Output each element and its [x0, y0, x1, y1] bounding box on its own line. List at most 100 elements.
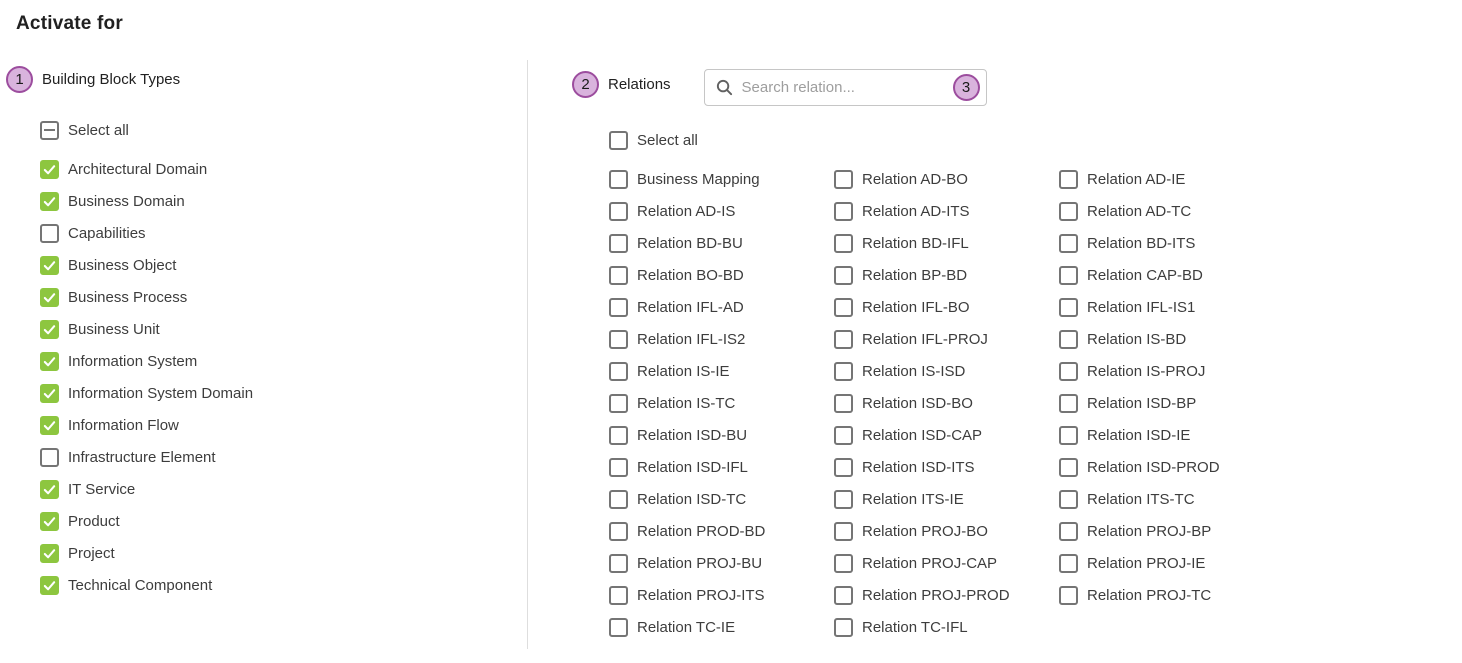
relation-item[interactable]: Relation IFL-IS1	[1059, 291, 1284, 323]
relation-item[interactable]: Relation IFL-IS2	[609, 323, 834, 355]
relation-item[interactable]: Relation PROJ-CAP	[834, 547, 1059, 579]
relation-checkbox[interactable]	[1059, 585, 1078, 605]
relation-checkbox[interactable]	[1059, 553, 1078, 573]
relation-item[interactable]: Relation PROJ-BP	[1059, 515, 1284, 547]
building-block-checkbox[interactable]	[40, 159, 59, 179]
building-block-checkbox[interactable]	[40, 255, 59, 275]
relation-item[interactable]: Relation ISD-TC	[609, 483, 834, 515]
relation-checkbox[interactable]	[609, 169, 628, 189]
relation-checkbox[interactable]	[1059, 361, 1078, 381]
relation-item[interactable]: Relation ITS-TC	[1059, 483, 1284, 515]
relation-item[interactable]: Relation IS-PROJ	[1059, 355, 1284, 387]
relation-checkbox[interactable]	[609, 489, 628, 509]
relation-checkbox[interactable]	[1059, 233, 1078, 253]
relation-checkbox[interactable]	[1059, 489, 1078, 509]
relation-checkbox[interactable]	[834, 329, 853, 349]
relation-item[interactable]: Relation AD-ITS	[834, 195, 1059, 227]
relation-item[interactable]: Relation BD-BU	[609, 227, 834, 259]
building-block-item[interactable]: Business Unit	[40, 313, 527, 345]
relation-checkbox[interactable]	[834, 425, 853, 445]
search-relation-input[interactable]	[741, 79, 953, 96]
relation-checkbox[interactable]	[609, 617, 628, 637]
relation-item[interactable]: Relation PROJ-TC	[1059, 579, 1284, 611]
relation-item[interactable]: Business Mapping	[609, 163, 834, 195]
building-block-item[interactable]: Architectural Domain	[40, 153, 527, 185]
relation-checkbox[interactable]	[1059, 201, 1078, 221]
relation-item[interactable]: Relation ISD-ITS	[834, 451, 1059, 483]
relation-checkbox[interactable]	[834, 521, 853, 541]
relation-checkbox[interactable]	[1059, 265, 1078, 285]
building-block-checkbox[interactable]	[40, 511, 59, 531]
relation-checkbox[interactable]	[1059, 329, 1078, 349]
relation-checkbox[interactable]	[834, 361, 853, 381]
building-block-item[interactable]: Information System	[40, 345, 527, 377]
relation-item[interactable]: Relation BD-ITS	[1059, 227, 1284, 259]
relation-item[interactable]: Relation BO-BD	[609, 259, 834, 291]
relation-checkbox[interactable]	[609, 329, 628, 349]
relation-item[interactable]: Relation IS-BD	[1059, 323, 1284, 355]
building-block-checkbox[interactable]	[40, 191, 59, 211]
relation-checkbox[interactable]	[834, 233, 853, 253]
relation-item[interactable]: Relation IFL-BO	[834, 291, 1059, 323]
relation-checkbox[interactable]	[1059, 521, 1078, 541]
building-block-checkbox[interactable]	[40, 479, 59, 499]
building-block-item[interactable]: IT Service	[40, 473, 527, 505]
building-block-item[interactable]: Product	[40, 505, 527, 537]
relation-checkbox[interactable]	[834, 585, 853, 605]
relation-item[interactable]: Relation IS-ISD	[834, 355, 1059, 387]
relation-item[interactable]: Relation PROD-BD	[609, 515, 834, 547]
relation-item[interactable]: Relation ITS-IE	[834, 483, 1059, 515]
relation-item[interactable]: Relation IS-TC	[609, 387, 834, 419]
relation-checkbox[interactable]	[834, 201, 853, 221]
building-block-item[interactable]: Infrastructure Element	[40, 441, 527, 473]
relation-checkbox[interactable]	[834, 169, 853, 189]
relation-item[interactable]: Relation PROJ-BU	[609, 547, 834, 579]
relation-checkbox[interactable]	[834, 457, 853, 477]
relation-item[interactable]: Relation ISD-BU	[609, 419, 834, 451]
relation-item[interactable]: Relation ISD-PROD	[1059, 451, 1284, 483]
relation-item[interactable]: Relation ISD-IFL	[609, 451, 834, 483]
relation-checkbox[interactable]	[609, 265, 628, 285]
relation-checkbox[interactable]	[1059, 169, 1078, 189]
relation-checkbox[interactable]	[609, 425, 628, 445]
relation-checkbox[interactable]	[609, 297, 628, 317]
relation-item[interactable]: Relation AD-BO	[834, 163, 1059, 195]
relation-checkbox[interactable]	[834, 265, 853, 285]
select-all-building-blocks-checkbox[interactable]	[40, 120, 59, 140]
building-block-checkbox[interactable]	[40, 223, 59, 243]
relation-checkbox[interactable]	[609, 361, 628, 381]
select-all-building-blocks[interactable]: Select all	[40, 114, 527, 146]
relation-checkbox[interactable]	[834, 297, 853, 317]
relation-item[interactable]: Relation BP-BD	[834, 259, 1059, 291]
building-block-checkbox[interactable]	[40, 575, 59, 595]
building-block-checkbox[interactable]	[40, 319, 59, 339]
building-block-checkbox[interactable]	[40, 351, 59, 371]
relation-item[interactable]: Relation ISD-CAP	[834, 419, 1059, 451]
relation-checkbox[interactable]	[1059, 425, 1078, 445]
select-all-relations[interactable]: Select all	[609, 124, 1462, 156]
relation-item[interactable]: Relation IFL-PROJ	[834, 323, 1059, 355]
relation-item[interactable]: Relation ISD-BO	[834, 387, 1059, 419]
building-block-item[interactable]: Business Object	[40, 249, 527, 281]
relation-checkbox[interactable]	[834, 489, 853, 509]
building-block-item[interactable]: Technical Component	[40, 569, 527, 601]
building-block-item[interactable]: Business Process	[40, 281, 527, 313]
relation-item[interactable]: Relation BD-IFL	[834, 227, 1059, 259]
relation-item[interactable]: Relation PROJ-PROD	[834, 579, 1059, 611]
building-block-checkbox[interactable]	[40, 287, 59, 307]
relation-checkbox[interactable]	[834, 617, 853, 637]
relation-item[interactable]: Relation AD-TC	[1059, 195, 1284, 227]
relation-checkbox[interactable]	[609, 585, 628, 605]
building-block-item[interactable]: Information Flow	[40, 409, 527, 441]
building-block-checkbox[interactable]	[40, 415, 59, 435]
relation-checkbox[interactable]	[834, 553, 853, 573]
relation-item[interactable]: Relation IS-IE	[609, 355, 834, 387]
relation-item[interactable]: Relation TC-IE	[609, 611, 834, 643]
select-all-relations-checkbox[interactable]	[609, 130, 628, 150]
relation-checkbox[interactable]	[609, 553, 628, 573]
relation-item[interactable]: Relation PROJ-ITS	[609, 579, 834, 611]
building-block-item[interactable]: Information System Domain	[40, 377, 527, 409]
relation-item[interactable]: Relation AD-IS	[609, 195, 834, 227]
relation-item[interactable]: Relation TC-IFL	[834, 611, 1059, 643]
building-block-item[interactable]: Business Domain	[40, 185, 527, 217]
